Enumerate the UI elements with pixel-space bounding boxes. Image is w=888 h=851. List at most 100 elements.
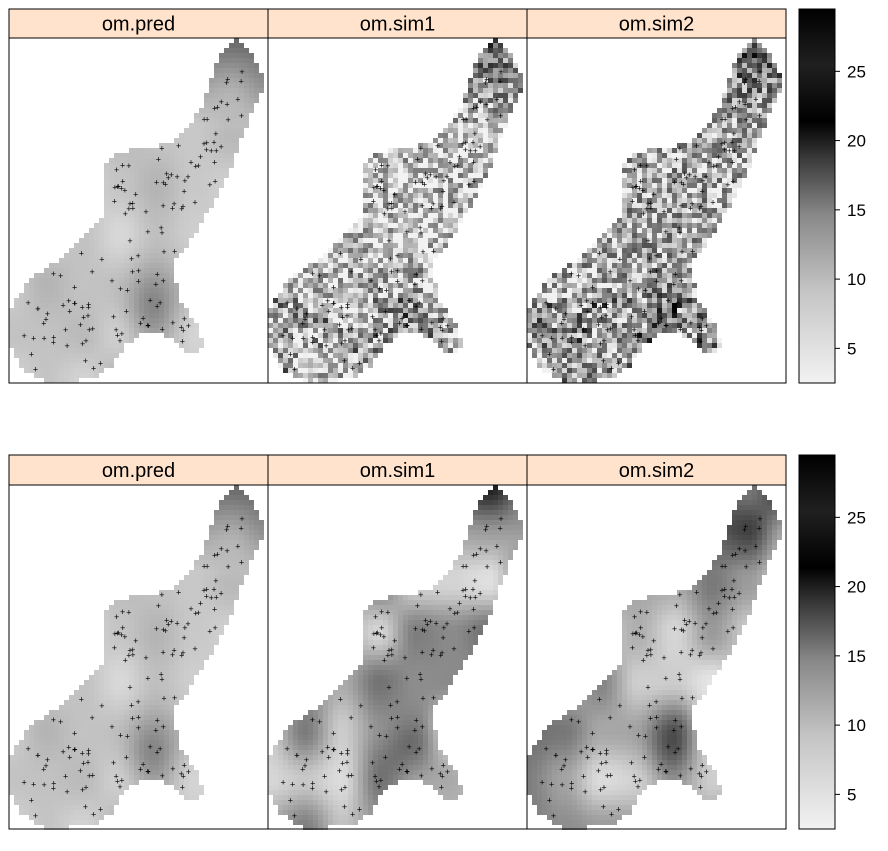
heatmap-cell xyxy=(448,133,453,138)
heatmap-cell xyxy=(453,228,458,233)
heatmap-cell xyxy=(458,213,463,218)
heatmap-cell xyxy=(717,178,722,183)
heatmap-cell xyxy=(622,258,627,263)
heatmap-cell xyxy=(373,253,378,258)
heatmap-cell xyxy=(757,58,762,63)
heatmap-cell xyxy=(473,68,478,73)
sample-point: + xyxy=(661,207,666,217)
heatmap-cell xyxy=(44,278,49,283)
heatmap-cell xyxy=(652,218,657,223)
heatmap-cell xyxy=(283,323,288,328)
heatmap-cell xyxy=(562,273,567,278)
heatmap-cell xyxy=(204,575,209,580)
heatmap-cell xyxy=(518,83,523,88)
heatmap-cell xyxy=(194,585,199,590)
heatmap-cell xyxy=(323,258,328,263)
heatmap-cell xyxy=(637,318,642,323)
heatmap-cell xyxy=(333,263,338,268)
heatmap-cell xyxy=(483,153,488,158)
heatmap-cell xyxy=(483,63,488,68)
heatmap-cell xyxy=(179,153,184,158)
sample-point: + xyxy=(395,277,400,287)
heatmap-cell xyxy=(607,343,612,348)
heatmap-cell xyxy=(483,93,488,98)
heatmap-cell xyxy=(104,198,109,203)
heatmap-cell xyxy=(612,223,617,228)
heatmap-cell xyxy=(358,228,363,233)
sample-point: + xyxy=(301,334,306,344)
heatmap-cell xyxy=(19,313,24,318)
heatmap-cell xyxy=(378,268,383,273)
heatmap-cell xyxy=(722,108,727,113)
heatmap-cell xyxy=(154,203,159,208)
heatmap-cell xyxy=(448,138,453,143)
heatmap-cell xyxy=(707,188,712,193)
heatmap-cell xyxy=(234,485,239,490)
heatmap-cell xyxy=(632,263,637,268)
heatmap-cell xyxy=(577,283,582,288)
heatmap-cell xyxy=(234,138,239,143)
heatmap-cell xyxy=(637,323,642,328)
heatmap-cell xyxy=(627,258,632,263)
heatmap-cell xyxy=(403,278,408,283)
heatmap-cell xyxy=(722,98,727,103)
heatmap-cell xyxy=(244,525,249,530)
heatmap-cell xyxy=(229,158,234,163)
heatmap-cell xyxy=(677,238,682,243)
heatmap-cell xyxy=(293,323,298,328)
heatmap-cell xyxy=(244,103,249,108)
heatmap-cell xyxy=(647,178,652,183)
heatmap-cell xyxy=(104,258,109,263)
heatmap-cell xyxy=(119,600,124,605)
heatmap-cell xyxy=(99,333,104,338)
heatmap-cell xyxy=(244,73,249,78)
heatmap-cell xyxy=(124,268,129,273)
heatmap-cell xyxy=(94,243,99,248)
heatmap-cell xyxy=(582,253,587,258)
heatmap-cell xyxy=(139,198,144,203)
sample-point: + xyxy=(186,321,191,331)
heatmap-cell xyxy=(662,178,667,183)
heatmap-cell xyxy=(144,178,149,183)
heatmap-cell xyxy=(104,353,109,358)
heatmap-cell xyxy=(428,228,433,233)
heatmap-cell xyxy=(478,123,483,128)
heatmap-cell xyxy=(144,188,149,193)
heatmap-cell xyxy=(448,128,453,133)
heatmap-cell xyxy=(403,153,408,158)
heatmap-cell xyxy=(224,128,229,133)
heatmap-cell xyxy=(498,133,503,138)
heatmap-cell xyxy=(124,338,129,343)
heatmap-cell xyxy=(557,343,562,348)
heatmap-cell xyxy=(677,213,682,218)
heatmap-cell xyxy=(229,128,234,133)
heatmap-cell xyxy=(139,328,144,333)
heatmap-cell xyxy=(204,550,209,555)
sample-point: + xyxy=(640,186,645,196)
heatmap-cell xyxy=(144,595,149,600)
sample-point: + xyxy=(226,115,231,125)
heatmap-cell xyxy=(194,113,199,118)
heatmap-cell xyxy=(184,238,189,243)
heatmap-cell xyxy=(478,183,483,188)
sample-point: + xyxy=(129,254,134,264)
heatmap-cell xyxy=(697,168,702,173)
sample-point: + xyxy=(86,303,91,313)
heatmap-cell xyxy=(104,203,109,208)
sample-point: + xyxy=(704,321,709,331)
heatmap-cell xyxy=(433,298,438,303)
heatmap-cell xyxy=(64,358,69,363)
heatmap-cell xyxy=(513,73,518,78)
sample-point: + xyxy=(379,177,384,187)
heatmap-cell xyxy=(164,263,169,268)
heatmap-cell xyxy=(134,228,139,233)
heatmap-cell xyxy=(239,88,244,93)
heatmap-cell xyxy=(129,333,134,338)
heatmap-cell xyxy=(463,163,468,168)
sample-point: + xyxy=(452,162,457,172)
heatmap-cell xyxy=(542,308,547,313)
heatmap-cell xyxy=(368,358,373,363)
heatmap-cell xyxy=(74,348,79,353)
heatmap-cell xyxy=(204,108,209,113)
heatmap-cell xyxy=(687,238,692,243)
